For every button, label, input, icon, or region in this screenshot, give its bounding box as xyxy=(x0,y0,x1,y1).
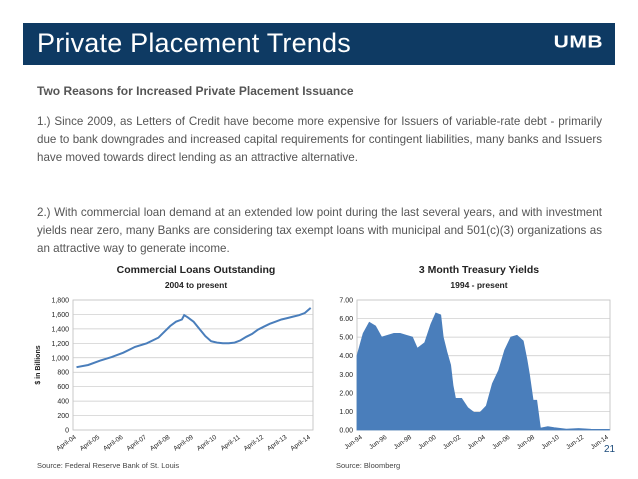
x-tick-label: April-04 xyxy=(55,434,78,453)
loans-chart-source: Source: Federal Reserve Bank of St. Loui… xyxy=(37,461,180,470)
x-tick-label: Jun-94 xyxy=(343,434,364,451)
y-tick-label: 1,400 xyxy=(51,326,69,333)
x-tick-label: April-11 xyxy=(220,434,242,453)
x-tick-label: Jun-08 xyxy=(516,434,537,451)
y-axis-label: $ in Billions xyxy=(35,345,42,384)
treasury-chart-subtitle: 1994 - present xyxy=(450,280,508,290)
treasury-chart-title: 3 Month Treasury Yields xyxy=(418,264,540,276)
x-tick-label: Jun-06 xyxy=(491,434,512,451)
umb-logo: UMB xyxy=(553,32,603,52)
paragraph-1: 1.) Since 2009, as Letters of Credit hav… xyxy=(37,115,602,164)
loans-chart-title: Commercial Loans Outstanding xyxy=(116,264,276,276)
y-tick-label: 200 xyxy=(57,413,69,420)
page-number: 21 xyxy=(604,444,616,455)
page-title: Private Placement Trends xyxy=(37,28,351,58)
plot-area xyxy=(72,299,314,431)
y-tick-label: 1,200 xyxy=(51,341,69,348)
y-tick-label: 6.00 xyxy=(339,316,353,323)
y-tick-label: 1.00 xyxy=(339,409,353,416)
y-tick-label: 1,600 xyxy=(51,312,69,319)
x-tick-label: Jun-98 xyxy=(393,434,414,451)
loans-line xyxy=(76,307,312,369)
y-tick-label: 800 xyxy=(57,370,69,377)
x-tick-label: April-10 xyxy=(196,434,219,453)
x-tick-label: Jun-10 xyxy=(540,434,561,451)
x-tick-label: Jun-02 xyxy=(442,434,463,451)
x-tick-label: April-07 xyxy=(126,434,149,453)
x-tick-label: Jun-96 xyxy=(368,434,389,451)
loans-chart-subtitle: 2004 to present xyxy=(164,280,228,290)
x-tick-label: April-12 xyxy=(243,434,266,453)
x-tick-label: April-08 xyxy=(149,434,172,453)
paragraph-2: 2.) With commercial loan demand at an ex… xyxy=(37,206,602,255)
y-tick-label: 0 xyxy=(65,428,69,435)
x-tick-label: Jun-04 xyxy=(467,434,488,451)
loans-chart: 0 200 400 600 800 1,000 1,200 1,400 1,600 1,800 Ap… xyxy=(35,298,314,453)
y-tick-label: 400 xyxy=(57,399,69,406)
y-tick-label: 0.00 xyxy=(339,428,353,435)
y-tick-label: 4.00 xyxy=(339,353,353,360)
treasury-chart-source: Source: Bloomberg xyxy=(336,461,401,470)
x-tick-label: Jun-00 xyxy=(417,434,438,451)
yield-area xyxy=(356,312,610,431)
x-tick-label: April-13 xyxy=(266,434,289,453)
y-tick-label: 1,000 xyxy=(51,355,69,362)
section-subtitle: Two Reasons for Increased Private Placem… xyxy=(37,84,354,98)
y-tick-label: 5.00 xyxy=(339,335,353,342)
y-tick-label: 7.00 xyxy=(339,298,353,305)
x-tick-label: April-09 xyxy=(172,434,195,453)
x-tick-label: Jun-12 xyxy=(565,434,586,451)
header-bar: Private Placement Trends UMB xyxy=(23,23,615,65)
y-tick-label: 600 xyxy=(57,384,69,391)
y-tick-label: 3.00 xyxy=(339,372,353,379)
x-tick-label: April-14 xyxy=(289,434,312,453)
x-tick-label: April-05 xyxy=(79,434,102,453)
y-tick-label: 1,800 xyxy=(51,298,69,305)
x-tick-label: April-06 xyxy=(102,434,125,453)
y-tick-label: 2.00 xyxy=(339,390,353,397)
